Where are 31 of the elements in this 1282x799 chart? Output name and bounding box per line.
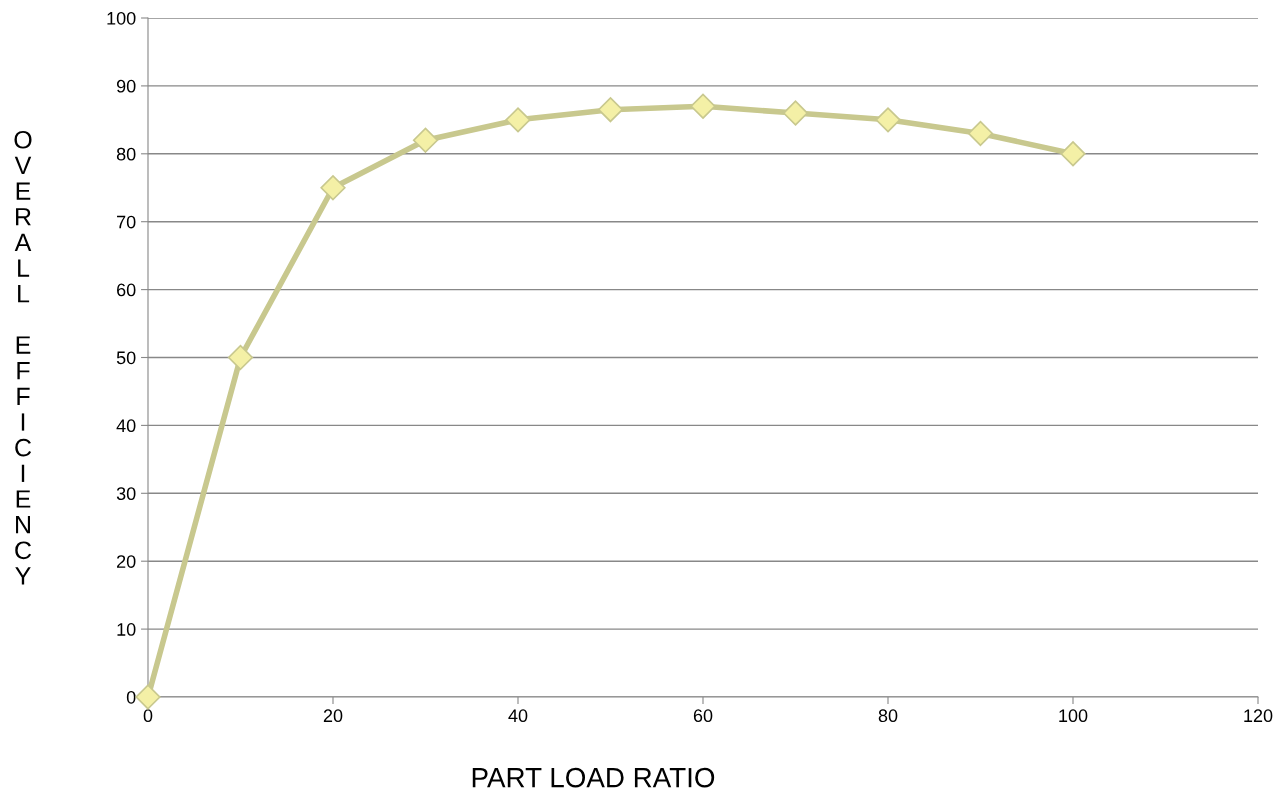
x-tick-label: 120	[1244, 709, 1273, 723]
text: OVERALL EFFICIENCY	[14, 130, 32, 585]
y-tick-label: 20	[117, 555, 136, 568]
x-tick-label: 20	[323, 709, 343, 723]
x-tick-label: 40	[508, 709, 528, 723]
y-tick-label: 30	[116, 487, 136, 501]
point	[782, 100, 809, 126]
point	[967, 120, 994, 147]
point	[135, 684, 161, 710]
y-tick-label: 40	[116, 419, 136, 433]
y-tick-label: 60	[117, 283, 136, 297]
point	[690, 93, 716, 119]
point	[505, 107, 531, 133]
y-tick-label: 70	[117, 215, 136, 229]
y-tick-label: 0	[126, 690, 136, 704]
x-axis-title: PART LOAD RATIO	[472, 767, 715, 788]
x-tick-label: 80	[878, 709, 898, 723]
y-tick-label: 100	[107, 11, 136, 25]
y-tick-label: 80	[116, 147, 136, 161]
x-tick-label: 60	[693, 709, 713, 723]
y-tick-label: 90	[116, 79, 136, 93]
point	[320, 175, 346, 201]
point	[875, 107, 901, 133]
point	[597, 97, 624, 123]
x-tick-label: 0	[143, 709, 153, 723]
y-tick-label: 10	[117, 623, 136, 636]
point	[227, 344, 254, 371]
point	[412, 127, 439, 153]
point	[1060, 141, 1086, 167]
x-tick-label: 100	[1059, 709, 1088, 723]
y-tick-label: 50	[116, 351, 136, 365]
